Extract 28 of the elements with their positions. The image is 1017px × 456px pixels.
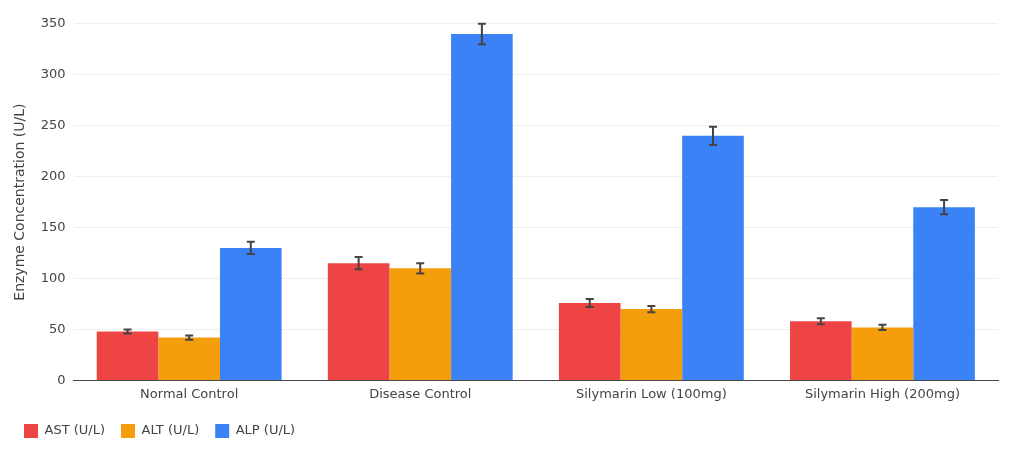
x-tick-label: Normal Control — [140, 385, 239, 401]
bar — [219, 247, 282, 380]
bar — [158, 337, 220, 380]
y-tick-label: 50 — [49, 320, 66, 336]
legend-label: ALT (U/L) — [141, 422, 200, 438]
bar — [682, 135, 744, 380]
legend-label: ALP (U/L) — [235, 422, 296, 438]
y-tick-label: 350 — [40, 15, 66, 31]
legend-label: AST (U/L) — [44, 422, 105, 438]
bar — [790, 321, 852, 380]
bar — [851, 327, 914, 380]
y-tick-label: 150 — [40, 218, 66, 234]
bar — [327, 263, 390, 380]
bar — [389, 268, 452, 380]
x-tick-label: Disease Control — [369, 385, 472, 401]
y-tick-label: 200 — [40, 168, 66, 183]
y-axis-title: Enzyme Concentration (U/L) — [11, 103, 28, 301]
bar — [913, 207, 975, 380]
x-tick-label: Silymarin Low (100mg) — [575, 385, 727, 401]
y-tick-label: 100 — [40, 269, 66, 285]
y-tick-label: 0 — [57, 371, 66, 387]
bar — [96, 331, 159, 380]
y-tick-label: 300 — [40, 66, 66, 82]
x-tick-label: Silymarin High (200mg) — [804, 385, 960, 401]
bar — [558, 302, 621, 380]
bar — [620, 309, 683, 380]
y-tick-label: 250 — [40, 117, 66, 133]
bar — [451, 33, 513, 380]
